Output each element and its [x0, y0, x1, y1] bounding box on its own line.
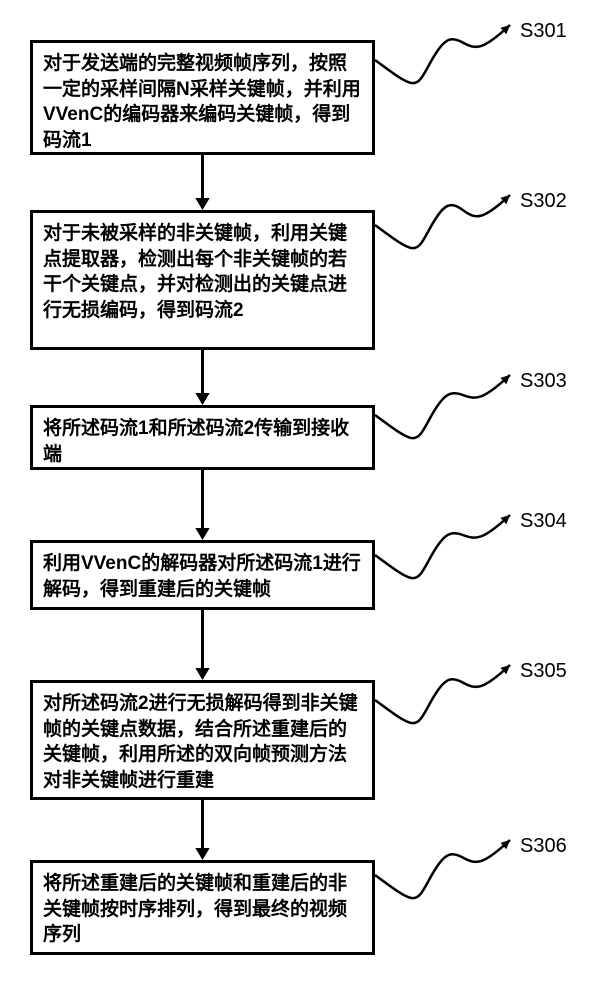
flow-arrow [0, 0, 603, 1000]
flowchart-container: 对于发送端的完整视频帧序列，按照一定的采样间隔N采样关键帧，并利用VVenC的编… [0, 0, 603, 1000]
